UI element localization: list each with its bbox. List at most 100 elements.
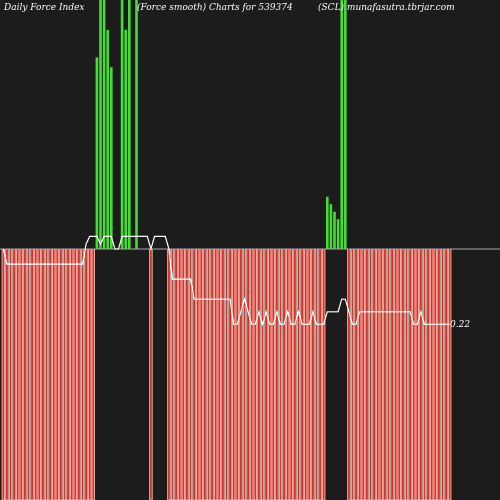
negative-bar [368,248,373,500]
positive-bar [340,0,343,249]
negative-bar [149,248,153,500]
negative-bar [224,248,229,500]
negative-bar [242,248,247,500]
negative-bar [62,248,67,500]
negative-bar [221,248,225,500]
negative-bar [282,248,286,500]
negative-bar [433,248,437,500]
negative-bar [318,248,322,500]
negative-bar [34,248,38,500]
negative-bar [66,248,70,500]
negative-bar [59,248,63,500]
negative-bar [347,248,351,500]
negative-bar [422,248,427,500]
negative-bar [289,248,293,500]
negative-bar [185,248,189,500]
positive-bar [120,0,124,249]
negative-bar [44,248,49,500]
positive-bar [95,57,99,249]
negative-bar [358,248,362,500]
negative-bar [5,248,9,500]
negative-bar [12,248,16,500]
negative-bar [41,248,45,500]
negative-bar [386,248,391,500]
negative-bar [80,248,85,500]
negative-bar [239,248,243,500]
negative-bar [404,248,409,500]
negative-bar [412,248,416,500]
negative-bar [264,248,268,500]
bar-series [1,0,452,500]
negative-bar [361,248,365,500]
negative-bar [426,248,430,500]
negative-bar [448,248,452,500]
negative-bar [379,248,383,500]
negative-bar [232,248,236,500]
negative-bar [167,248,171,500]
negative-bar [401,248,405,500]
negative-bar [8,248,13,500]
positive-bar [336,219,340,249]
negative-bar [174,248,178,500]
negative-bar [397,248,401,500]
positive-bar [329,204,333,249]
negative-bar [214,248,218,500]
negative-bar [228,248,232,500]
negative-bar [73,248,77,500]
positive-bar [102,0,106,249]
negative-bar [365,248,369,500]
negative-bar [52,248,56,500]
negative-bar [444,248,448,500]
negative-bar [300,248,304,500]
negative-bar [376,248,380,500]
negative-bar [419,248,423,500]
negative-bar [16,248,20,500]
negative-bar [394,248,398,500]
negative-bar [1,248,5,500]
negative-bar [84,248,88,500]
header-middle: (Force smooth) Charts for 539374 [137,2,293,13]
negative-bar [199,248,203,500]
negative-bar [430,248,434,500]
negative-bar [181,248,185,500]
positive-bar [99,0,102,249]
negative-bar [217,248,221,500]
negative-bar [170,248,175,500]
negative-bar [372,248,376,500]
negative-bar [206,248,211,500]
negative-bar [91,248,95,500]
negative-bar [286,248,290,500]
negative-bar [408,248,412,500]
negative-bar [30,248,34,500]
negative-bar [210,248,214,500]
positive-bar [106,29,109,250]
negative-bar [37,248,41,500]
negative-bar [192,248,196,500]
negative-bar [296,248,301,500]
negative-bar [271,248,275,500]
negative-bar [304,248,308,500]
negative-bar [48,248,52,500]
negative-bar [88,248,92,500]
negative-bar [350,248,355,500]
negative-bar [314,248,319,500]
negative-bar [19,248,23,500]
negative-bar [415,248,419,500]
negative-bar [437,248,441,500]
negative-bar [23,248,27,500]
negative-bar [250,248,254,500]
negative-bar [77,248,81,500]
negative-bar [275,248,279,500]
negative-bar [311,248,315,500]
negative-bar [354,248,358,500]
positive-bar [344,0,347,249]
negative-bar [70,248,74,500]
negative-bar [278,248,283,500]
positive-bar [124,29,127,250]
negative-bar [55,248,59,500]
smooth-line [2,235,450,327]
negative-bar [178,248,182,500]
positive-bar [110,67,113,249]
